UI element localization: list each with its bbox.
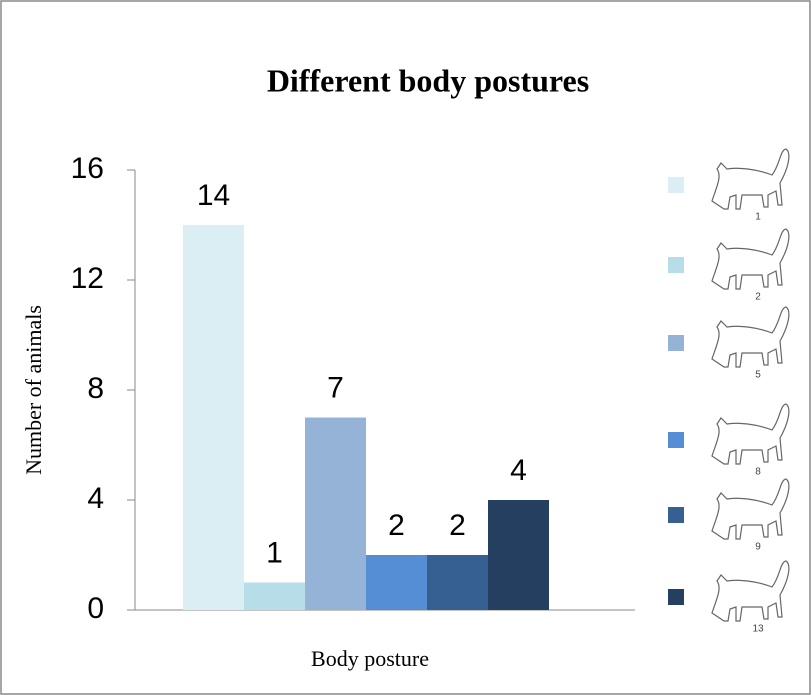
bar	[244, 582, 305, 610]
legend-swatch	[668, 507, 684, 523]
chart-title: Different body postures	[267, 62, 589, 98]
legend-swatch	[668, 589, 684, 605]
legend-swatch	[668, 177, 684, 193]
legend-swatch	[668, 432, 684, 448]
legend-swatch	[668, 335, 684, 351]
bar	[488, 500, 549, 610]
bar	[183, 225, 244, 610]
legend-icon	[711, 478, 790, 540]
legend-label: 9	[755, 542, 761, 553]
legend-label: 13	[752, 624, 764, 635]
data-label: 1	[266, 536, 283, 569]
bar	[366, 555, 427, 610]
y-tick-label: 8	[87, 372, 104, 405]
data-label: 4	[510, 454, 527, 487]
data-label: 7	[327, 371, 344, 404]
legend-label: 5	[755, 370, 761, 381]
legend-swatch	[668, 257, 684, 273]
legend-label: 1	[755, 212, 761, 223]
legend-icon	[711, 228, 790, 290]
x-axis-label: Body posture	[311, 646, 429, 671]
y-tick-label: 16	[71, 152, 104, 185]
data-label: 2	[388, 509, 405, 542]
bar	[427, 555, 488, 610]
legend-label: 8	[755, 467, 761, 478]
data-label: 14	[197, 179, 230, 212]
legend-icon	[711, 560, 790, 622]
legend-icon	[711, 306, 790, 368]
data-label: 2	[449, 509, 466, 542]
bar	[305, 417, 366, 610]
y-axis-label: Number of animals	[21, 305, 46, 475]
y-tick-label: 12	[71, 262, 104, 295]
legend-label: 2	[755, 292, 761, 303]
y-tick-label: 0	[87, 592, 104, 625]
y-tick-label: 4	[87, 482, 104, 515]
legend-icon	[711, 148, 790, 210]
legend-icon	[711, 403, 790, 465]
